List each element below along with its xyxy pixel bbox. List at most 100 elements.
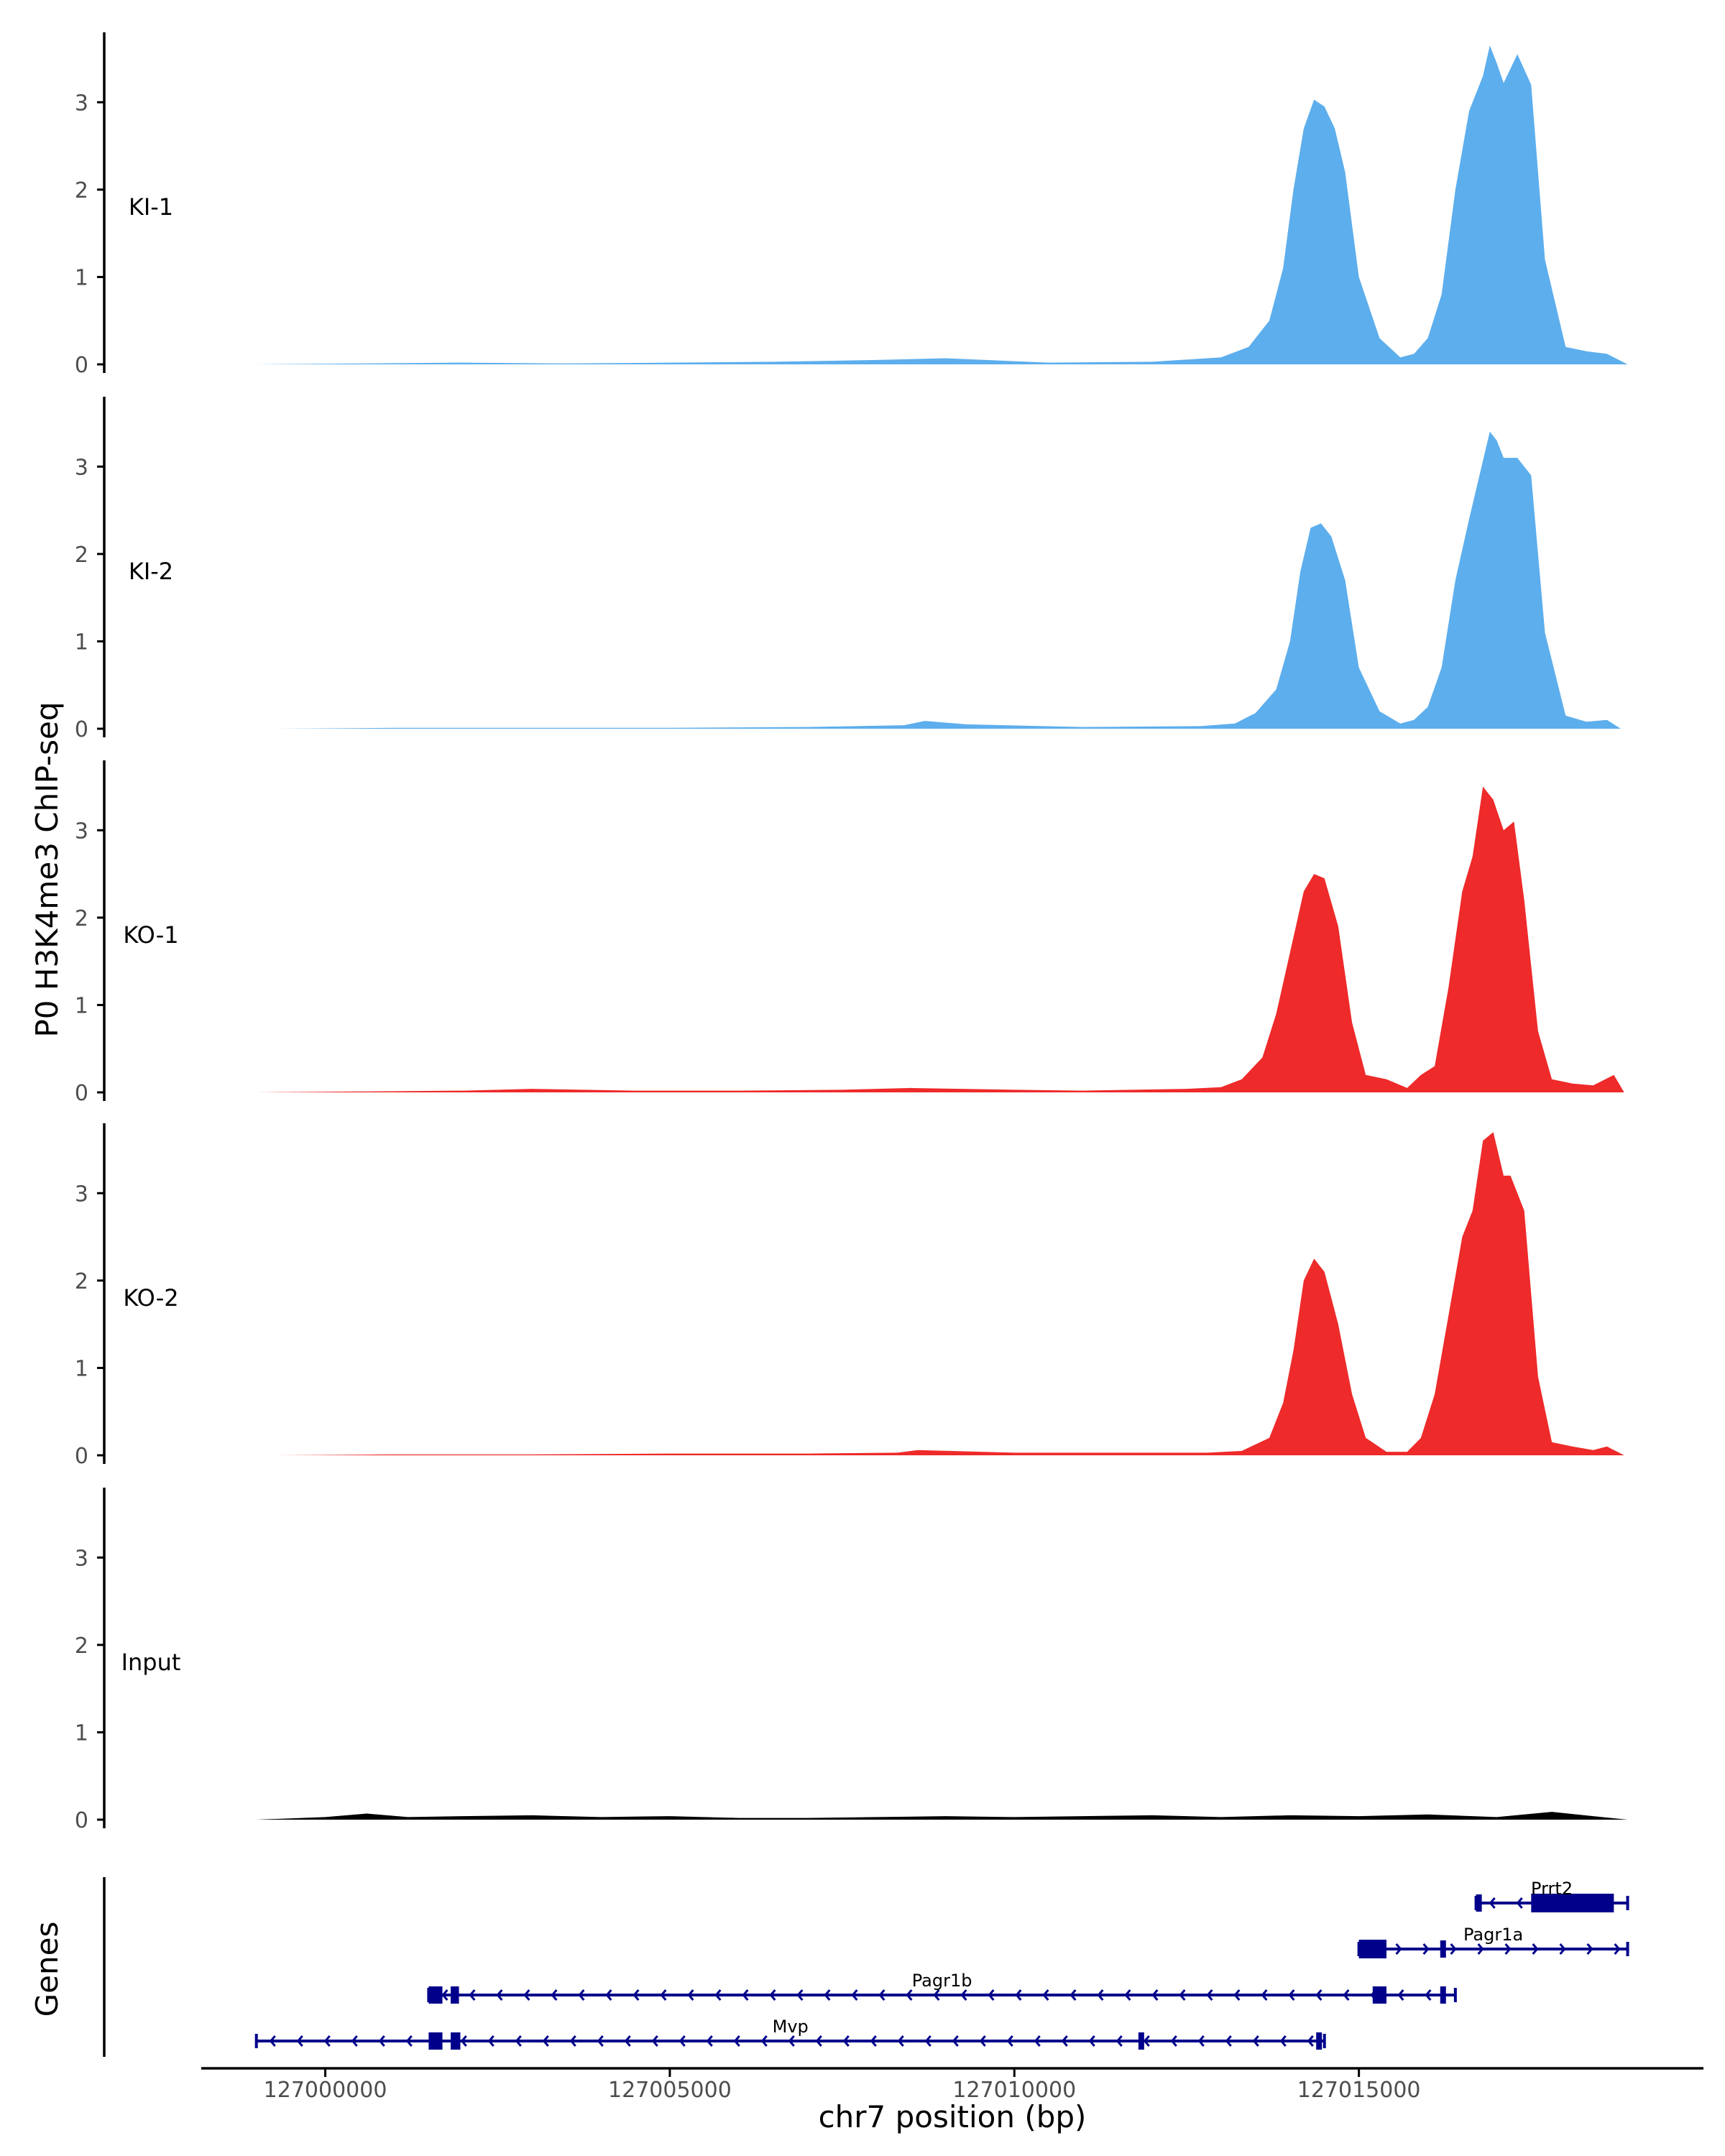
strand-arrow bbox=[578, 1989, 585, 2001]
exon-block bbox=[428, 2032, 443, 2050]
strand-arrow bbox=[1225, 2035, 1232, 2047]
strand-arrow bbox=[1206, 1989, 1213, 2001]
gene-name-label: Prrt2 bbox=[1531, 1879, 1573, 1899]
strand-arrow bbox=[842, 2035, 850, 2047]
strand-arrow bbox=[1397, 1989, 1404, 2001]
strand-arrow bbox=[378, 2035, 385, 2047]
strand-arrow bbox=[605, 1989, 612, 2001]
strand-arrow bbox=[769, 1989, 776, 2001]
strand-arrow bbox=[1307, 2035, 1314, 2047]
exon-block bbox=[1372, 1986, 1386, 2004]
exon-block bbox=[1316, 2032, 1322, 2050]
strand-arrow bbox=[1395, 1943, 1402, 1955]
strand-arrow bbox=[1288, 1989, 1295, 2001]
track-ko-1: 0 1 2 3 KO-1 bbox=[75, 760, 1624, 1106]
y-tick-label: 3 bbox=[75, 1181, 88, 1207]
track-input: 0 1 2 3 Input bbox=[75, 1488, 1628, 1833]
x-axis-title: chr7 position (bp) bbox=[819, 2099, 1087, 2134]
strand-arrow bbox=[733, 2035, 740, 2047]
strand-arrow bbox=[1097, 1989, 1104, 2001]
strand-arrow bbox=[1006, 2035, 1013, 2047]
y-tick-label: 0 bbox=[75, 353, 88, 378]
exon-block bbox=[451, 2032, 461, 2050]
track-label: KO-2 bbox=[123, 1284, 178, 1312]
exon-block bbox=[1440, 1986, 1446, 2004]
exon-block bbox=[428, 1986, 443, 2004]
strand-arrow bbox=[870, 2035, 877, 2047]
coverage-area-ko-1 bbox=[256, 786, 1624, 1092]
strand-arrow bbox=[988, 1989, 995, 2001]
strand-arrow bbox=[1252, 2035, 1259, 2047]
strand-arrow bbox=[815, 2035, 822, 2047]
track-ki-2: 0 1 2 3 KI-2 bbox=[75, 397, 1621, 742]
strand-arrow bbox=[624, 2035, 631, 2047]
y-tick-label: 3 bbox=[75, 455, 88, 480]
y-tick-label: 2 bbox=[75, 1269, 88, 1294]
strand-arrow bbox=[897, 2035, 904, 2047]
y-tick-label: 0 bbox=[75, 1444, 88, 1469]
x-axis: 127000000 127005000 127010000 127015000 bbox=[201, 2067, 1703, 2103]
y-tick-label: 1 bbox=[75, 993, 88, 1018]
strand-arrow bbox=[441, 1989, 448, 2001]
strand-arrow bbox=[906, 1989, 913, 2001]
y-tick-label: 2 bbox=[75, 906, 88, 931]
y-tick-label: 2 bbox=[75, 178, 88, 203]
strand-arrow bbox=[1450, 1943, 1457, 1955]
coverage-area-ki-1 bbox=[256, 45, 1628, 364]
x-tick-label: 127015000 bbox=[1297, 2078, 1421, 2103]
strand-arrow bbox=[651, 2035, 658, 2047]
strand-arrow bbox=[1042, 1989, 1049, 2001]
strand-arrow bbox=[660, 1989, 667, 2001]
strand-arrow bbox=[1315, 1989, 1322, 2001]
track-label: KI-2 bbox=[129, 558, 173, 585]
strand-arrow bbox=[924, 2035, 932, 2047]
track-ko-2: 0 1 2 3 KO-2 bbox=[75, 1123, 1624, 1469]
strand-arrow bbox=[269, 2035, 276, 2047]
strand-arrow bbox=[1422, 1943, 1430, 1955]
strand-arrow bbox=[760, 2035, 768, 2047]
strand-arrow bbox=[1088, 2035, 1095, 2047]
y-tick-label: 0 bbox=[75, 717, 88, 742]
strand-arrow bbox=[1170, 2035, 1177, 2047]
strand-arrow bbox=[1559, 1943, 1566, 1955]
strand-arrow bbox=[496, 1989, 503, 2001]
strand-arrow bbox=[460, 2035, 467, 2047]
strand-arrow bbox=[542, 2035, 549, 2047]
strand-arrow bbox=[1504, 1943, 1512, 1955]
strand-arrow bbox=[1425, 1989, 1432, 2001]
gene-name-label: Mvp bbox=[773, 2017, 809, 2037]
strand-arrow bbox=[597, 2035, 604, 2047]
strand-arrow bbox=[960, 1989, 967, 2001]
strand-arrow bbox=[1532, 1943, 1539, 1955]
strand-arrow bbox=[515, 2035, 522, 2047]
gene-name-label: Pagr1a bbox=[1463, 1925, 1523, 1945]
strand-arrow bbox=[1061, 2035, 1068, 2047]
strand-arrow bbox=[523, 1989, 530, 2001]
strand-arrow bbox=[1116, 2035, 1123, 2047]
exon-block bbox=[1358, 1940, 1386, 1958]
strand-arrow bbox=[742, 1989, 749, 2001]
y-tick-label: 0 bbox=[75, 1808, 88, 1833]
y-tick-label: 3 bbox=[75, 1546, 88, 1571]
strand-arrow bbox=[1279, 2035, 1287, 2047]
strand-arrow bbox=[1151, 1989, 1159, 2001]
y-tick-label: 1 bbox=[75, 265, 88, 290]
y-tick-label: 0 bbox=[75, 1081, 88, 1106]
strand-arrow bbox=[1233, 1989, 1241, 2001]
gene-prrt2: Prrt2 bbox=[1474, 1879, 1629, 1912]
exon-block bbox=[1531, 1894, 1614, 1912]
y-tick-label: 3 bbox=[75, 819, 88, 844]
strand-arrow bbox=[1261, 1989, 1268, 2001]
strand-arrow bbox=[1143, 2035, 1150, 2047]
strand-arrow bbox=[952, 2035, 959, 2047]
y-axis-title: P0 H3K4me3 ChIP-seq bbox=[29, 701, 65, 1037]
genes-axis-title: Genes bbox=[29, 1922, 65, 2017]
x-tick-label: 127005000 bbox=[608, 2078, 732, 2103]
strand-arrow bbox=[796, 1989, 804, 2001]
strand-arrow bbox=[678, 2035, 686, 2047]
strand-arrow bbox=[1477, 1943, 1484, 1955]
x-tick-label: 127010000 bbox=[952, 2078, 1076, 2103]
exon-block bbox=[1138, 2032, 1144, 2050]
exon-block bbox=[1440, 1940, 1446, 1958]
